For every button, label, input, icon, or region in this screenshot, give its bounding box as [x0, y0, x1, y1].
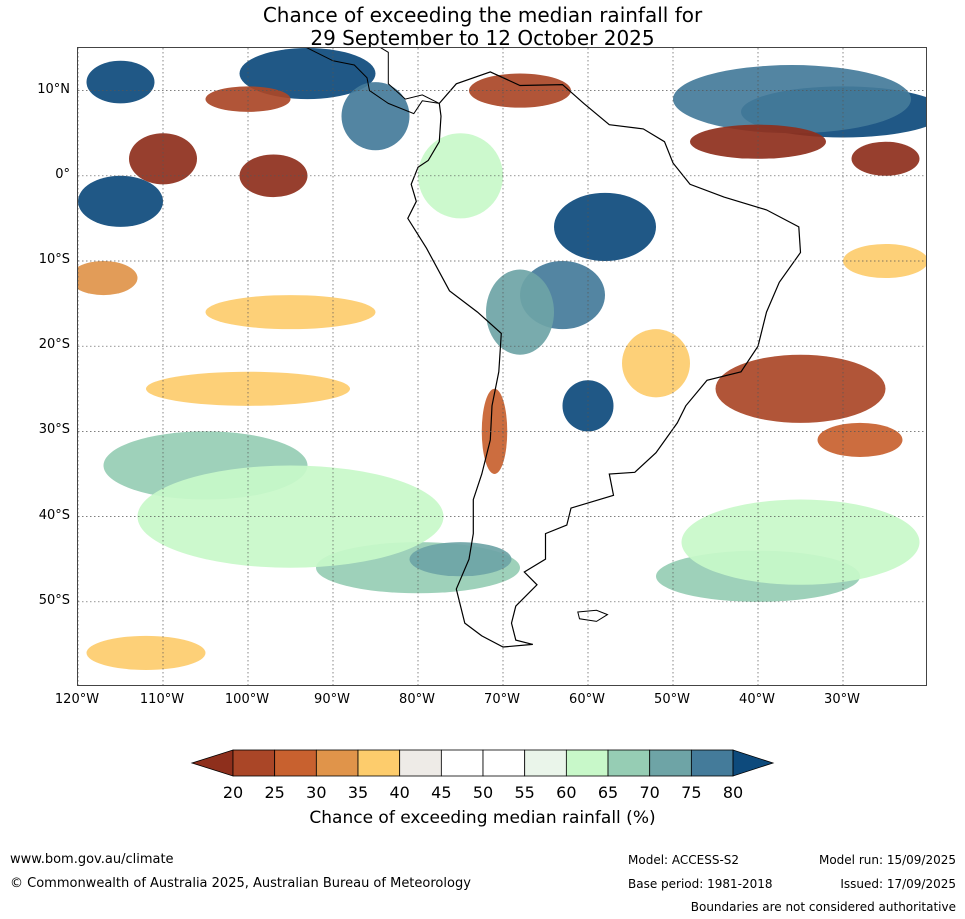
issued-date: Issued: 17/09/2025	[840, 877, 956, 891]
longitude-label: 90°W	[314, 692, 350, 707]
model-name: Model: ACCESS-S2	[628, 853, 740, 867]
latitude-label: 20°S	[38, 337, 70, 353]
colorbar-tick-label: 30	[306, 783, 327, 802]
colorbar-segment	[649, 749, 692, 777]
map-title: Chance of exceeding the median rainfall …	[0, 4, 965, 50]
colorbar-tick-label: 45	[431, 783, 452, 802]
longitude-label: 60°W	[569, 692, 605, 707]
probability-region-80	[673, 65, 911, 134]
colorbar-segment	[274, 749, 317, 777]
probability-region-75	[486, 269, 554, 355]
colorbar-tick-label: 70	[639, 783, 660, 802]
colorbar-tick-label: 65	[597, 783, 619, 802]
probability-region-25	[205, 86, 291, 112]
website-link[interactable]: www.bom.gov.au/climate	[10, 852, 174, 867]
longitude-label: 40°W	[739, 692, 775, 707]
longitude-label: 120°W	[54, 692, 100, 707]
probability-region-over	[562, 380, 614, 432]
probability-region-40	[622, 329, 690, 398]
probability-region-80	[341, 82, 410, 151]
colorbar-tick-label: 75	[681, 783, 702, 802]
probability-region-over	[86, 60, 155, 104]
probability-region-40	[86, 635, 206, 670]
base-period: Base period: 1981-2018	[628, 877, 773, 891]
colorbar-tick-label: 55	[514, 783, 535, 802]
latitude-label: 10°S	[38, 252, 70, 267]
probability-region-over	[78, 175, 163, 227]
probability-region-35	[78, 261, 138, 296]
colorbar-tick-label: 35	[347, 783, 369, 802]
colorbar-under-arrow	[190, 749, 234, 777]
graticule	[78, 48, 926, 685]
longitude-label: 100°W	[224, 692, 270, 707]
probability-region-20	[239, 154, 308, 198]
probability-region-20	[690, 124, 826, 159]
latitude-label: 0°	[55, 166, 70, 182]
central-america-outline	[306, 48, 440, 115]
rainfall-map	[78, 48, 926, 685]
probability-region-25	[469, 73, 571, 108]
probability-region-25	[715, 354, 886, 423]
colorbar-segment	[315, 749, 359, 777]
probability-region-40	[205, 295, 376, 330]
probability-region-over	[554, 192, 656, 261]
probability-region-over	[239, 48, 376, 100]
colorbar	[190, 749, 775, 777]
latitude-label: 40°S	[38, 507, 70, 523]
probability-region-75	[409, 542, 512, 577]
colorbar-tick-label: 25	[264, 783, 285, 802]
colorbar-segment	[357, 749, 401, 777]
boundaries-disclaimer: Boundaries are not considered authoritat…	[690, 900, 956, 914]
title-line-1: Chance of exceeding the median rainfall …	[262, 3, 703, 27]
falkland-islands-outline	[577, 609, 609, 622]
probability-region-20	[851, 141, 920, 176]
colorbar-tick-label: 20	[222, 783, 244, 802]
model-run-date: Model run: 15/09/2025	[818, 853, 956, 867]
copyright-text: © Commonwealth of Australia 2025, Austra…	[10, 876, 471, 891]
colorbar-over-arrow	[732, 749, 775, 777]
probability-region-65	[418, 133, 503, 219]
longitude-label: 30°W	[824, 692, 860, 707]
longitude-label: 50°W	[654, 692, 690, 707]
probability-regions	[78, 48, 926, 670]
colorbar-segment	[524, 749, 567, 777]
longitude-label: 80°W	[399, 692, 435, 707]
longitude-label: 70°W	[484, 692, 520, 707]
colorbar-segment	[440, 749, 484, 777]
colorbar-tick-label: 40	[389, 783, 410, 802]
colorbar-segment	[690, 749, 734, 777]
colorbar-segment	[607, 749, 651, 777]
latitude-label: 10°N	[37, 81, 70, 97]
colorbar-title: Chance of exceeding median rainfall (%)	[309, 808, 656, 828]
south-america-outline	[407, 71, 802, 648]
title-line-2: 29 September to 12 October 2025	[310, 26, 655, 50]
map-area	[77, 47, 927, 686]
colorbar-segment	[399, 749, 442, 777]
longitude-label: 110°W	[139, 692, 185, 707]
colorbar-tick-label: 60	[556, 783, 577, 802]
colorbar-segment	[482, 749, 526, 777]
probability-region-65	[681, 499, 920, 585]
colorbar-tick-label: 50	[472, 783, 494, 802]
latitude-label: 50°S	[38, 592, 70, 608]
colorbar-tick-label: 80	[722, 783, 744, 802]
probability-region-30	[817, 422, 903, 457]
probability-region-20	[129, 133, 197, 185]
colorbar-segment	[565, 749, 609, 777]
probability-region-40	[843, 243, 926, 279]
colorbar-segment	[232, 749, 276, 777]
latitude-label: 30°S	[38, 422, 70, 438]
